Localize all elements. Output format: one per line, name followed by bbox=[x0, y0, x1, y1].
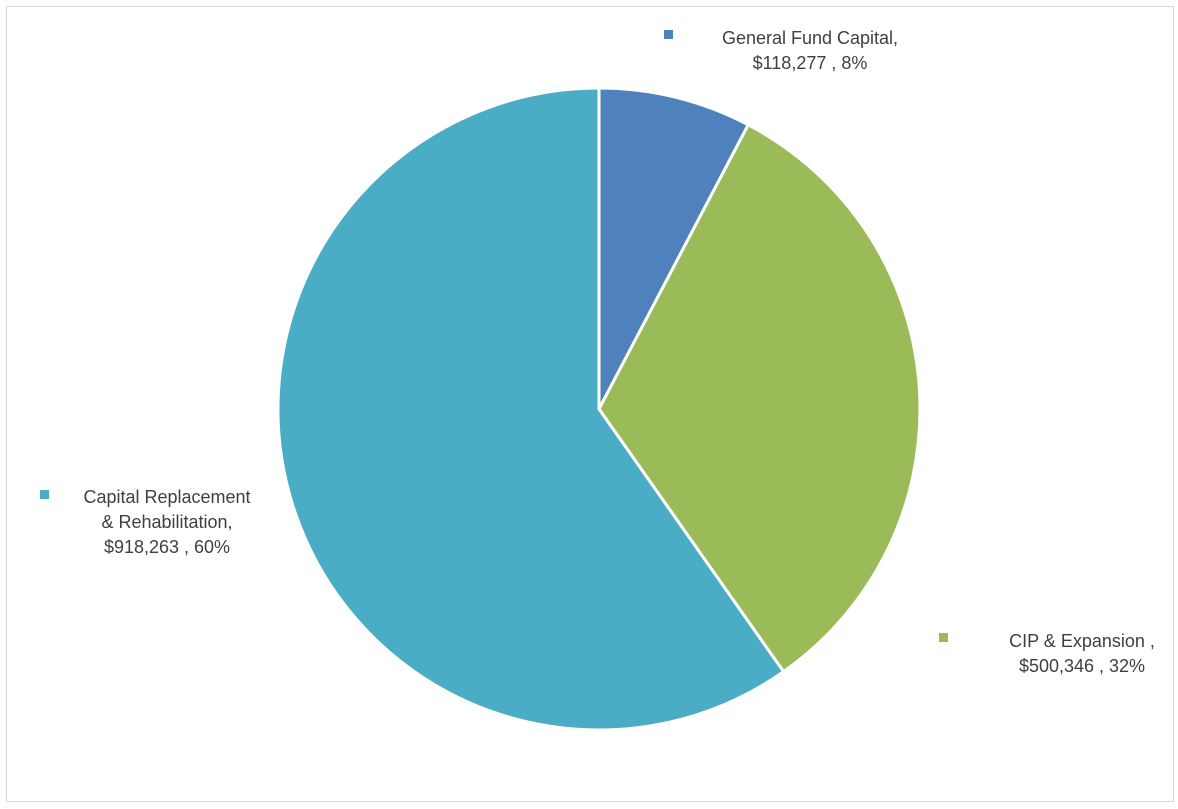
chart-area: General Fund Capital, $118,277 , 8% CIP & … bbox=[6, 6, 1174, 802]
data-label-line: General Fund Capital, bbox=[722, 28, 898, 48]
legend-key-icon bbox=[939, 633, 948, 642]
pie-slice-capital-replacement-rehabilitation bbox=[276, 86, 786, 732]
data-label-capital-replacement-rehabilitation: Capital Replacement & Rehabilitation, $918… bbox=[40, 487, 251, 557]
data-label-line: $918,263 , 60% bbox=[104, 537, 230, 557]
data-label-line: $500,346 , 32% bbox=[1019, 656, 1145, 676]
pie-slice-general-fund-capital bbox=[597, 86, 750, 411]
pie-chart: General Fund Capital, $118,277 , 8% CIP & … bbox=[40, 28, 1155, 732]
pie-slice-cip-expansion bbox=[597, 123, 922, 674]
data-label-general-fund-capital: General Fund Capital, $118,277 , 8% bbox=[664, 28, 898, 73]
pie-slices bbox=[276, 86, 922, 732]
data-label-cip-expansion: CIP & Expansion , $500,346 , 32% bbox=[939, 631, 1155, 676]
legend-key-icon bbox=[40, 490, 49, 499]
data-label-line: & Rehabilitation, bbox=[101, 512, 232, 532]
data-label-line: Capital Replacement bbox=[83, 487, 250, 507]
pie-data-labels: General Fund Capital, $118,277 , 8% CIP & … bbox=[40, 28, 1155, 676]
legend-key-icon bbox=[664, 30, 673, 39]
data-label-line: $118,277 , 8% bbox=[753, 53, 868, 73]
data-label-line: CIP & Expansion , bbox=[1009, 631, 1155, 651]
